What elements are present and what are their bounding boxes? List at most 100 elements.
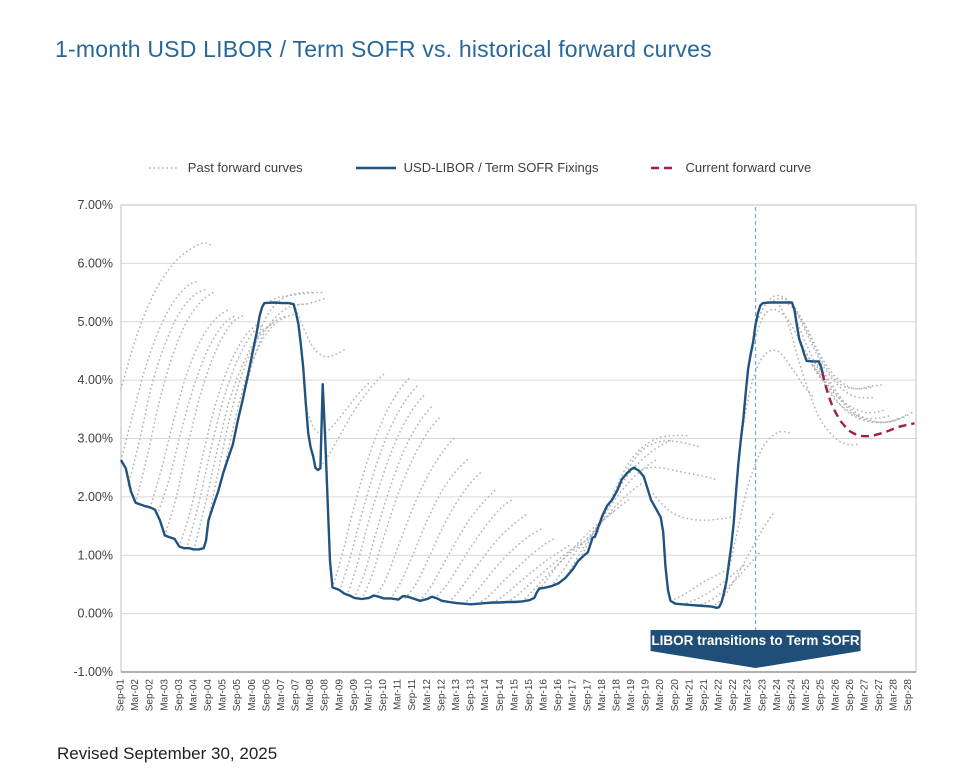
past-forward-curve <box>769 297 885 390</box>
past-forward-curve <box>134 291 214 504</box>
fixings-line <box>119 301 824 609</box>
past-forward-curve <box>462 528 542 605</box>
x-axis-label: Sep-17 <box>582 679 593 712</box>
past-forward-curve <box>794 315 888 414</box>
past-forward-curve <box>670 567 732 602</box>
past-forward-curve <box>608 434 688 504</box>
x-axis-label: Mar-05 <box>218 679 229 711</box>
past-forward-curve <box>681 563 747 606</box>
x-axis-label: Sep-22 <box>728 679 739 712</box>
past-forward-curve <box>390 458 470 600</box>
y-axis-label: 7.00% <box>78 198 113 212</box>
x-axis-label: Sep-09 <box>349 679 360 712</box>
x-axis-label: Mar-17 <box>568 679 579 711</box>
x-axis-label: Sep-20 <box>670 679 681 712</box>
past-forward-curve <box>433 498 513 600</box>
x-axis-label: Sep-27 <box>874 679 885 712</box>
x-axis-label: Sep-08 <box>320 679 331 712</box>
x-axis-label: Mar-06 <box>247 679 258 711</box>
x-axis-label: Sep-26 <box>845 679 856 712</box>
past-forward-curve <box>236 303 312 422</box>
past-forward-curve <box>293 304 348 358</box>
legend-item-past-forward-curves: Past forward curves <box>148 160 303 175</box>
y-axis-label: 4.00% <box>78 373 113 387</box>
x-axis-label: Mar-16 <box>539 679 550 711</box>
current-forward-curve <box>821 372 915 438</box>
x-axis-label: Sep-15 <box>524 679 535 712</box>
x-axis-label: Sep-21 <box>699 679 710 712</box>
past-forward-curve <box>637 466 718 481</box>
dashed-line-icon <box>650 162 678 174</box>
x-axis-label: Sep-01 <box>116 679 127 712</box>
x-axis-label: Mar-11 <box>393 679 404 710</box>
y-axis-label: -1.00% <box>73 665 113 679</box>
legend-item-current-forward-curve: Current forward curve <box>650 160 811 175</box>
past-forward-curve <box>521 529 601 603</box>
past-forward-curve <box>353 405 433 599</box>
x-axis-label: Sep-11 <box>407 679 418 711</box>
past-forward-curve <box>120 280 200 461</box>
x-axis-label: Mar-25 <box>801 679 812 711</box>
past-forward-curve <box>776 301 859 446</box>
x-axis-label: Mar-13 <box>451 679 462 711</box>
y-axis-label: 6.00% <box>78 256 113 270</box>
x-axis-label: Sep-04 <box>203 679 214 712</box>
past-forward-curve <box>251 291 316 355</box>
legend-label: Current forward curve <box>685 160 812 175</box>
legend-item-fixings: USD-LIBOR / Term SOFR Fixings <box>355 160 599 175</box>
past-forward-curve <box>331 376 411 589</box>
x-axis-label: Sep-16 <box>553 679 564 712</box>
x-axis-label: Sep-05 <box>232 679 243 712</box>
past-forward-curve <box>492 543 572 604</box>
x-axis-label: Sep-10 <box>378 679 389 712</box>
x-axis-label: Mar-02 <box>130 679 141 711</box>
chart-legend: Past forward curves USD-LIBOR / Term SOF… <box>60 160 900 175</box>
x-axis-label: Mar-19 <box>626 679 637 711</box>
past-forward-curve <box>814 360 907 424</box>
past-forward-curve <box>360 417 440 600</box>
x-axis-label: Mar-15 <box>509 679 520 711</box>
revision-note: Revised September 30, 2025 <box>57 744 278 763</box>
x-axis-label: Mar-12 <box>422 679 433 711</box>
x-axis-label: Mar-21 <box>684 679 695 711</box>
x-axis-label: Mar-20 <box>655 679 666 711</box>
x-axis-label: Mar-28 <box>889 679 900 711</box>
y-axis-label: 1.00% <box>78 548 113 562</box>
y-axis-label: 0.00% <box>78 607 113 621</box>
x-axis-label: Sep-23 <box>757 679 768 712</box>
past-forward-curve <box>338 385 418 592</box>
legend-label: Past forward curves <box>187 160 303 175</box>
past-forward-curve <box>448 513 528 603</box>
past-forward-curve <box>317 373 385 471</box>
past-forward-curve <box>163 315 243 537</box>
x-axis-label: Mar-26 <box>830 679 841 711</box>
past-forward-curve <box>754 294 874 390</box>
past-forward-curve <box>535 510 615 594</box>
x-axis-label: Mar-18 <box>597 679 608 711</box>
x-axis-label: Mar-04 <box>188 679 199 711</box>
past-forward-curve <box>820 367 914 424</box>
past-forward-curve <box>652 493 732 522</box>
past-forward-curve <box>149 309 229 509</box>
y-axis-label: 2.00% <box>78 490 113 504</box>
x-axis-label: Mar-27 <box>859 679 870 711</box>
x-axis-label: Mar-22 <box>714 679 725 711</box>
x-axis-label: Mar-10 <box>364 679 375 711</box>
past-forward-curve <box>207 315 287 522</box>
legend-label: USD-LIBOR / Term SOFR Fixings <box>403 160 599 175</box>
page-title: 1-month USD LIBOR / Term SOFR vs. histor… <box>55 36 712 62</box>
past-forward-curve <box>506 539 586 603</box>
past-forward-curve <box>419 487 499 602</box>
past-forward-curve <box>477 536 557 605</box>
past-forward-curve <box>404 469 484 599</box>
x-axis-label: Sep-19 <box>641 679 652 712</box>
x-axis-label: Sep-02 <box>145 679 156 712</box>
solid-line-icon <box>355 162 397 174</box>
past-forward-curve <box>156 315 236 516</box>
past-forward-curve <box>696 551 761 607</box>
past-forward-curve <box>550 498 630 588</box>
x-axis-label: Mar-03 <box>159 679 170 711</box>
past-forward-curve <box>127 288 207 487</box>
x-axis-label: Sep-12 <box>436 679 447 712</box>
